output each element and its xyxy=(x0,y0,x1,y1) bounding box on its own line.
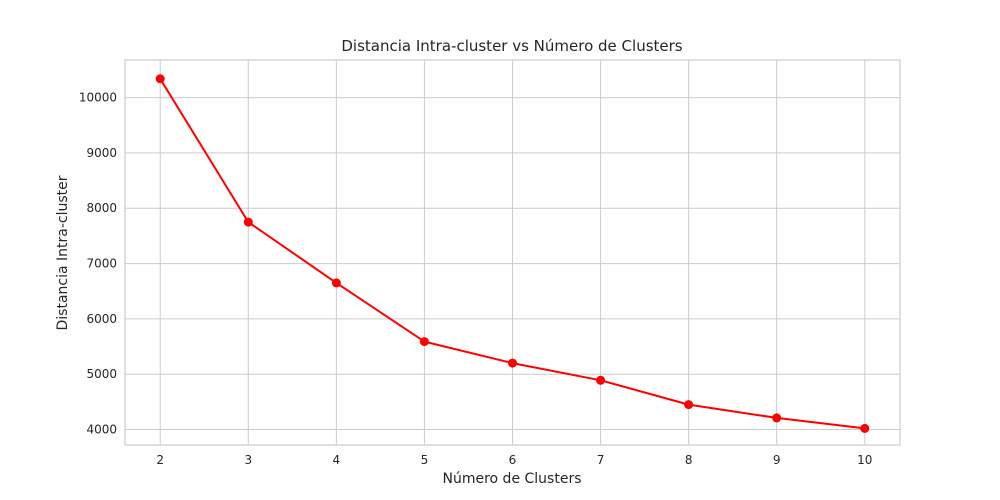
data-point xyxy=(860,423,870,433)
data-point xyxy=(155,74,165,84)
x-axis-label: Número de Clusters xyxy=(443,471,582,487)
series-layer xyxy=(155,74,870,433)
x-tick-label: 6 xyxy=(509,453,517,467)
y-tick-label: 6000 xyxy=(86,312,117,326)
y-tick-label: 7000 xyxy=(86,257,117,271)
grid xyxy=(125,60,900,445)
data-point xyxy=(243,217,253,227)
x-tick-label: 2 xyxy=(156,453,164,467)
y-axis-ticks: 4000 5000 6000 7000 8000 9000 10000 xyxy=(79,91,117,437)
y-tick-label: 5000 xyxy=(86,367,117,381)
data-point xyxy=(684,400,694,410)
x-tick-label: 7 xyxy=(597,453,605,467)
y-tick-label: 8000 xyxy=(86,201,117,215)
data-point xyxy=(596,375,606,385)
y-axis-label: Distancia Intra-cluster xyxy=(55,175,71,330)
data-point xyxy=(331,278,341,288)
data-point xyxy=(772,413,782,423)
x-tick-label: 3 xyxy=(244,453,252,467)
x-tick-label: 9 xyxy=(773,453,781,467)
chart-title: Distancia Intra-cluster vs Número de Clu… xyxy=(341,37,682,55)
x-tick-label: 4 xyxy=(333,453,341,467)
y-tick-label: 9000 xyxy=(86,146,117,160)
y-tick-label: 4000 xyxy=(86,423,117,437)
x-axis-ticks: 2 3 4 5 6 7 8 9 10 xyxy=(156,453,872,467)
plot-border xyxy=(124,59,901,446)
y-tick-label: 10000 xyxy=(79,91,117,105)
plot-frame xyxy=(124,59,901,446)
x-tick-label: 10 xyxy=(857,453,872,467)
x-tick-label: 8 xyxy=(685,453,693,467)
data-point xyxy=(508,358,517,368)
data-point xyxy=(419,337,429,347)
x-tick-label: 5 xyxy=(421,453,429,467)
